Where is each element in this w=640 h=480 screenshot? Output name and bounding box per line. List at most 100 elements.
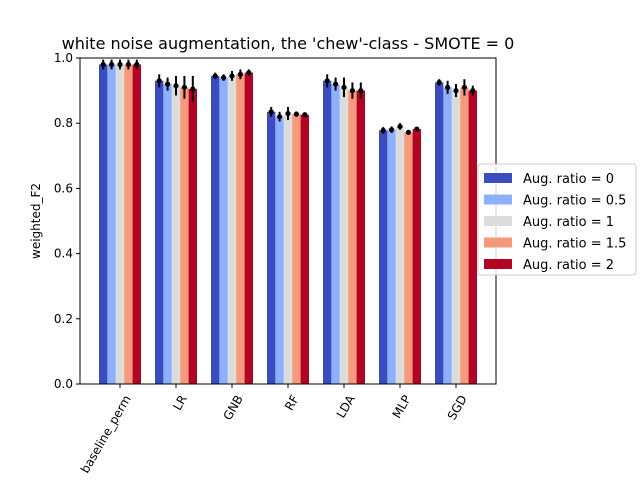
legend: Aug. ratio = 0 Aug. ratio = 0.5 Aug. ratio…	[477, 163, 637, 276]
error-point	[100, 61, 106, 68]
error-point	[109, 61, 115, 68]
y-tick-label: 0.2	[54, 312, 73, 326]
bar	[124, 64, 133, 385]
bar	[99, 64, 108, 385]
error-point	[190, 86, 196, 92]
error-point	[436, 79, 442, 86]
error-point	[165, 81, 171, 87]
bar	[115, 64, 125, 385]
legend-swatch	[484, 216, 512, 226]
error-point	[445, 84, 451, 90]
error-point	[405, 129, 411, 135]
y-tick-label: 0.6	[54, 181, 73, 195]
error-point	[117, 61, 123, 68]
x-ticks: baseline_perm LR GNB RF LDA MLP SGD	[78, 384, 470, 476]
error-point	[293, 111, 299, 117]
legend-label: Aug. ratio = 1.5	[523, 237, 626, 252]
error-point	[461, 84, 467, 90]
error-point	[156, 78, 162, 84]
bar	[211, 75, 220, 385]
x-tick-label: SGD	[445, 393, 470, 423]
chart-title: white noise augmentation, the 'chew'-cla…	[62, 34, 515, 53]
bar	[379, 130, 388, 384]
bar	[387, 129, 396, 384]
bar	[155, 80, 164, 384]
bar	[339, 87, 349, 384]
y-tick-label: 0.0	[54, 377, 73, 391]
bar	[348, 90, 357, 384]
error-point	[181, 84, 187, 90]
bar	[331, 84, 340, 384]
bar	[227, 75, 237, 385]
error-point	[389, 127, 395, 133]
x-tick-label: RF	[282, 393, 302, 413]
error-point	[246, 70, 252, 76]
error-bars	[100, 59, 476, 135]
x-tick-label: baseline_perm	[78, 393, 134, 476]
x-tick-label: LDA	[334, 392, 358, 420]
error-point	[229, 73, 235, 79]
bar	[323, 80, 332, 384]
error-point	[324, 78, 330, 84]
error-point	[173, 83, 179, 89]
error-point	[277, 114, 283, 120]
y-axis-label: weighted_F2	[29, 183, 43, 259]
error-point	[268, 109, 274, 115]
legend-label: Aug. ratio = 0.5	[523, 194, 626, 209]
error-point	[453, 88, 459, 94]
error-point	[221, 74, 227, 81]
bar	[404, 132, 413, 384]
x-tick-label: GNB	[220, 393, 245, 423]
error-point	[134, 61, 140, 68]
bar	[244, 72, 253, 385]
bar	[236, 74, 245, 385]
bar	[292, 114, 301, 385]
legend-label: Aug. ratio = 0	[523, 172, 614, 187]
legend-label: Aug. ratio = 1	[523, 215, 614, 230]
legend-label: Aug. ratio = 2	[523, 258, 614, 273]
bar	[171, 85, 181, 385]
bar	[107, 64, 116, 385]
error-point	[380, 127, 386, 133]
legend-box	[477, 163, 637, 276]
bar	[163, 84, 172, 384]
bar	[443, 87, 452, 384]
x-tick-label: LR	[170, 393, 190, 413]
legend-swatch	[484, 173, 512, 183]
error-point	[237, 71, 243, 77]
y-tick-label: 1.0	[54, 51, 73, 65]
y-ticks: 0.0 0.2 0.4 0.6 0.8 1.0	[54, 51, 80, 391]
bar	[356, 90, 365, 384]
error-point	[349, 88, 355, 94]
bar	[219, 77, 228, 384]
bar	[395, 126, 405, 385]
bar	[188, 88, 197, 384]
bar	[275, 116, 284, 385]
bar	[412, 129, 421, 384]
bar	[451, 90, 461, 384]
error-point	[470, 88, 476, 94]
bar	[460, 87, 469, 384]
error-point	[285, 110, 291, 117]
error-point	[125, 61, 131, 68]
bar	[267, 111, 276, 384]
legend-swatch	[484, 237, 512, 248]
error-point	[341, 84, 347, 90]
y-tick-label: 0.8	[54, 116, 73, 130]
error-point	[212, 73, 218, 79]
bar	[435, 82, 444, 384]
error-point	[302, 112, 308, 118]
legend-swatch	[484, 259, 512, 269]
bar	[468, 90, 477, 384]
y-tick-label: 0.4	[54, 247, 73, 261]
error-point	[397, 123, 403, 130]
legend-swatch	[484, 194, 512, 205]
bars	[99, 64, 477, 385]
bar	[132, 64, 141, 385]
bar	[300, 114, 309, 384]
bar	[180, 87, 189, 384]
bar	[283, 113, 293, 385]
error-point	[358, 88, 364, 94]
x-tick-label: MLP	[390, 393, 414, 421]
